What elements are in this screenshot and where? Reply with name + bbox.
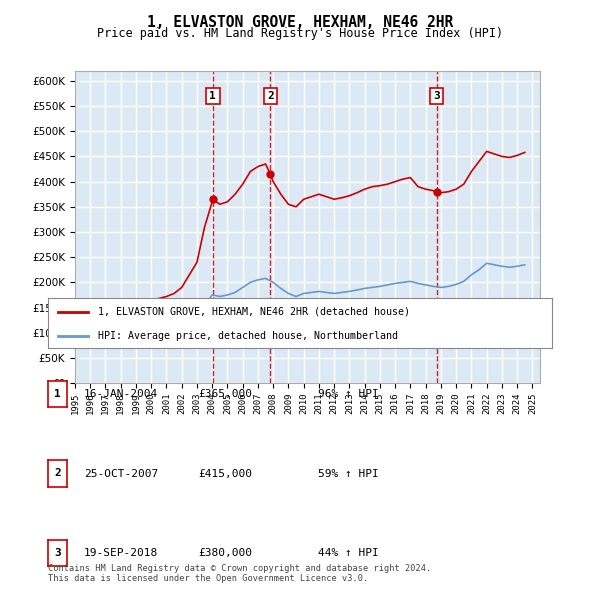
Text: Price paid vs. HM Land Registry's House Price Index (HPI): Price paid vs. HM Land Registry's House … [97, 27, 503, 40]
Text: Contains HM Land Registry data © Crown copyright and database right 2024.
This d: Contains HM Land Registry data © Crown c… [48, 563, 431, 583]
Text: 2: 2 [267, 91, 274, 101]
Text: 1: 1 [209, 91, 216, 101]
Text: 44% ↑ HPI: 44% ↑ HPI [318, 549, 379, 558]
Text: 19-SEP-2018: 19-SEP-2018 [84, 549, 158, 558]
Text: 1: 1 [54, 389, 61, 399]
Text: 25-OCT-2007: 25-OCT-2007 [84, 469, 158, 478]
Text: 59% ↑ HPI: 59% ↑ HPI [318, 469, 379, 478]
Text: 16-JAN-2004: 16-JAN-2004 [84, 389, 158, 399]
Text: 3: 3 [54, 548, 61, 558]
Text: £365,000: £365,000 [198, 389, 252, 399]
Text: HPI: Average price, detached house, Northumberland: HPI: Average price, detached house, Nort… [98, 330, 398, 340]
Text: 96% ↑ HPI: 96% ↑ HPI [318, 389, 379, 399]
Text: £415,000: £415,000 [198, 469, 252, 478]
Text: 1, ELVASTON GROVE, HEXHAM, NE46 2HR (detached house): 1, ELVASTON GROVE, HEXHAM, NE46 2HR (det… [98, 307, 410, 317]
Text: 3: 3 [433, 91, 440, 101]
Text: 1, ELVASTON GROVE, HEXHAM, NE46 2HR: 1, ELVASTON GROVE, HEXHAM, NE46 2HR [147, 15, 453, 30]
Text: 2: 2 [54, 468, 61, 478]
Text: £380,000: £380,000 [198, 549, 252, 558]
